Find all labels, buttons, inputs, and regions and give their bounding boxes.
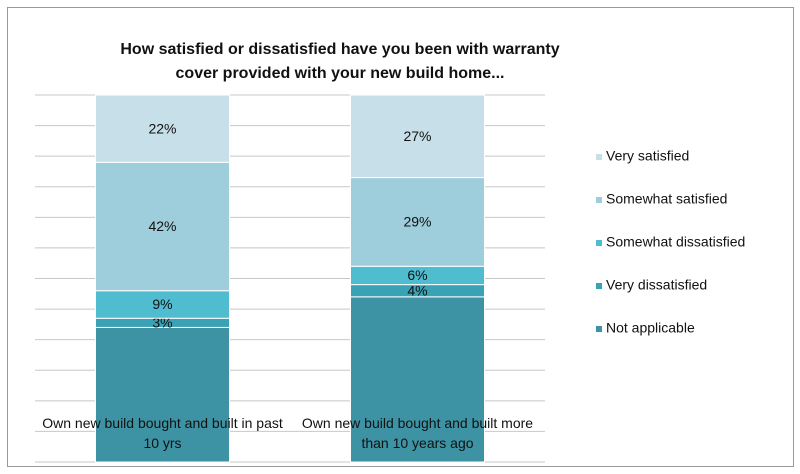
legend-label: Somewhat satisfied bbox=[606, 191, 727, 207]
legend-label: Very satisfied bbox=[606, 148, 689, 164]
bar-segment bbox=[95, 326, 230, 463]
chart-title: How satisfied or dissatisfied have you b… bbox=[120, 41, 560, 82]
bar-segment bbox=[95, 94, 230, 163]
data-label: 42% bbox=[148, 218, 176, 234]
data-label: 4% bbox=[407, 282, 427, 298]
data-label: 29% bbox=[403, 214, 431, 230]
legend-swatch bbox=[596, 154, 602, 160]
x-tick-label: Own new build bought and built more than… bbox=[301, 415, 534, 451]
bar-segment bbox=[95, 290, 230, 319]
data-label: 9% bbox=[152, 296, 172, 312]
bar-segment bbox=[350, 296, 485, 463]
legend-swatch bbox=[596, 197, 602, 203]
x-tick-label: Own new build bought and built in past 1… bbox=[42, 415, 283, 451]
data-label: 27% bbox=[403, 128, 431, 144]
legend-swatch bbox=[596, 326, 602, 332]
data-label: 6% bbox=[407, 267, 427, 283]
bar-segment bbox=[350, 177, 485, 267]
legend-label: Somewhat dissatisfied bbox=[606, 234, 745, 250]
legend-label: Not applicable bbox=[606, 320, 695, 336]
data-label: 22% bbox=[148, 120, 176, 136]
legend-label: Very dissatisfied bbox=[606, 277, 707, 293]
chart-frame bbox=[7, 7, 794, 467]
legend-swatch bbox=[596, 240, 602, 246]
legend-swatch bbox=[596, 283, 602, 289]
bar-segment bbox=[95, 161, 230, 292]
bar-segment bbox=[350, 94, 485, 179]
